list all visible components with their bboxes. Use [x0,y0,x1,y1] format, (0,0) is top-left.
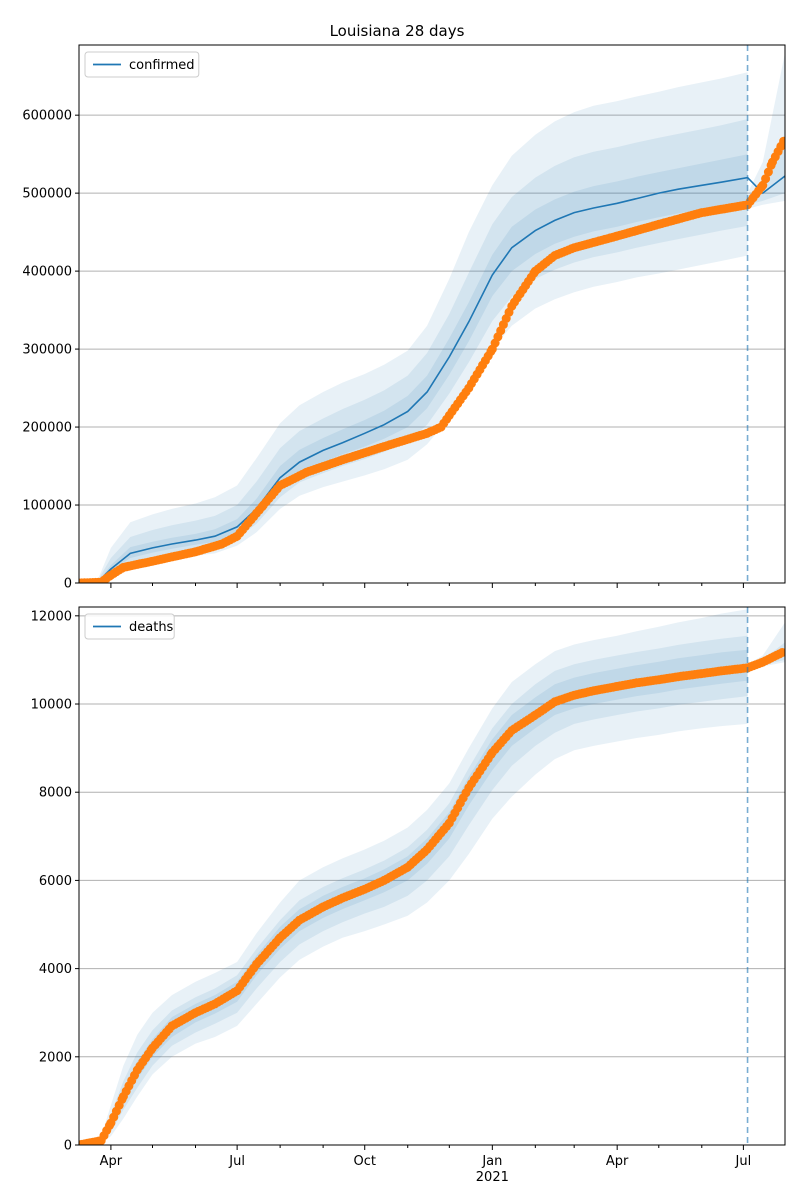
y-tick-label: 200000 [22,421,72,436]
y-tick-label: 8000 [39,786,72,801]
y-tick-label: 0 [64,1139,72,1154]
chart-panel-confirmed: 0 100000 200000 300000 400000 500000 600000 con… [22,44,786,592]
plot-area [79,52,785,583]
band-outer [79,609,748,1145]
y-tick-label: 0 [64,577,72,592]
x-tick-label: Apr [100,1154,123,1169]
plot-area [79,609,785,1145]
chart-panel-deaths: 0 2000 4000 6000 8000 10000 12000 Apr Jul Oct Jan A… [31,606,786,1185]
axes-frame [78,44,786,584]
y-tick-label: 300000 [22,343,72,358]
band-inner [79,154,748,583]
y-tick-label: 10000 [31,698,72,713]
legend: deaths [84,613,175,640]
y-tick-label: 100000 [22,499,72,514]
x-tick-label: Jul [735,1154,752,1169]
x-tick-label: Apr [606,1154,629,1169]
y-tick-label: 2000 [39,1050,72,1065]
legend-label: deaths [129,620,174,635]
legend-label: confirmed [129,58,195,73]
band-outer [79,72,748,583]
legend: confirmed [84,51,200,78]
legend-box [84,51,200,78]
band-middle [79,635,748,1145]
x-tick-sublabel: 2021 [476,1170,509,1185]
y-tick-label: 4000 [39,962,72,977]
y-tick-label: 400000 [22,265,72,280]
x-tick-label: Jul [228,1154,245,1169]
x-tick-label: Jan [481,1154,502,1169]
band-middle [79,119,748,583]
figure-title: Louisiana 28 days [330,22,465,40]
y-tick-label: 600000 [22,109,72,124]
band-extension-outer [747,52,785,209]
y-tick-label: 500000 [22,187,72,202]
axes-frame [78,606,786,1146]
legend-box [84,613,175,640]
y-tick-label: 12000 [31,609,72,624]
x-tick-label: Oct [353,1154,375,1169]
y-tick-label: 6000 [39,874,72,889]
median-line [79,175,785,583]
